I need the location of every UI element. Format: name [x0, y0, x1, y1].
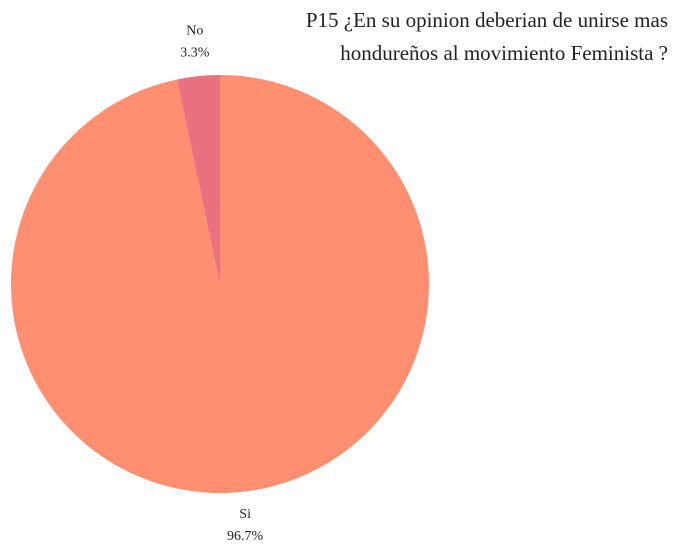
slice-label: No	[186, 24, 203, 39]
slice-value-label: 96.7%	[227, 529, 264, 544]
pie-slice	[10, 75, 430, 494]
chart-title: P15 ¿En su opinion deberian de unirse ma…	[306, 8, 668, 32]
slice-value-label: 3.3%	[180, 46, 210, 61]
chart-title: hondureños al movimiento Feminista ?	[340, 41, 668, 65]
slice-label: Si	[239, 507, 251, 522]
pie-slice	[176, 75, 220, 284]
